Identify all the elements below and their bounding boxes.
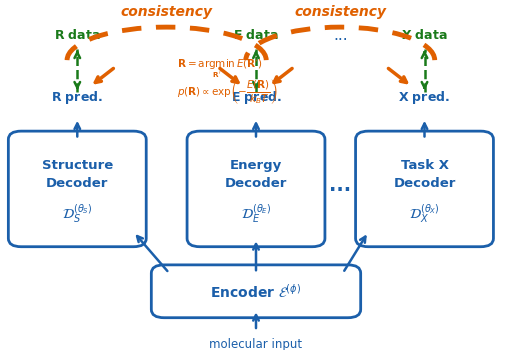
Text: $\mathbf{R} = \underset{\mathbf{R}'}{\mathrm{argmin}}\, E(\mathbf{R}')$: $\mathbf{R} = \underset{\mathbf{R}'}{\ma… (177, 57, 262, 79)
Text: $\mathcal{D}_S^{(\theta_S)}$: $\mathcal{D}_S^{(\theta_S)}$ (62, 202, 93, 225)
Text: consistency: consistency (294, 5, 386, 19)
Text: consistency: consistency (121, 5, 212, 19)
Text: $\mathbf{X}$ data: $\mathbf{X}$ data (401, 28, 448, 42)
Text: Encoder $\mathcal{E}^{(\phi)}$: Encoder $\mathcal{E}^{(\phi)}$ (210, 282, 302, 300)
Text: $\mathbf{E}$ data: $\mathbf{E}$ data (233, 28, 279, 42)
Text: Decoder: Decoder (46, 177, 109, 190)
FancyBboxPatch shape (8, 131, 146, 247)
Text: Structure: Structure (41, 159, 113, 172)
Text: $\mathcal{D}_E^{(\theta_E)}$: $\mathcal{D}_E^{(\theta_E)}$ (241, 202, 271, 225)
Text: $\mathcal{D}_X^{(\theta_X)}$: $\mathcal{D}_X^{(\theta_X)}$ (409, 202, 440, 225)
Text: ...: ... (329, 176, 351, 195)
Text: Energy: Energy (230, 159, 282, 172)
FancyBboxPatch shape (355, 131, 494, 247)
Text: $\mathbf{E}$ pred.: $\mathbf{E}$ pred. (230, 89, 282, 106)
FancyBboxPatch shape (152, 265, 360, 318)
FancyBboxPatch shape (187, 131, 325, 247)
Text: $\mathbf{R}$ data: $\mathbf{R}$ data (54, 28, 101, 42)
Text: molecular input: molecular input (209, 337, 303, 350)
Text: ...: ... (333, 28, 348, 43)
Text: Decoder: Decoder (225, 177, 287, 190)
Text: $\mathbf{R}$ pred.: $\mathbf{R}$ pred. (51, 89, 103, 106)
Text: Task X: Task X (400, 159, 449, 172)
Text: Decoder: Decoder (393, 177, 456, 190)
Text: $\mathbf{X}$ pred.: $\mathbf{X}$ pred. (398, 89, 451, 106)
Text: $p(\mathbf{R}) \propto \exp\!\left(-\dfrac{E(\mathbf{R})}{k_B T}\right)$: $p(\mathbf{R}) \propto \exp\!\left(-\dfr… (177, 77, 278, 106)
